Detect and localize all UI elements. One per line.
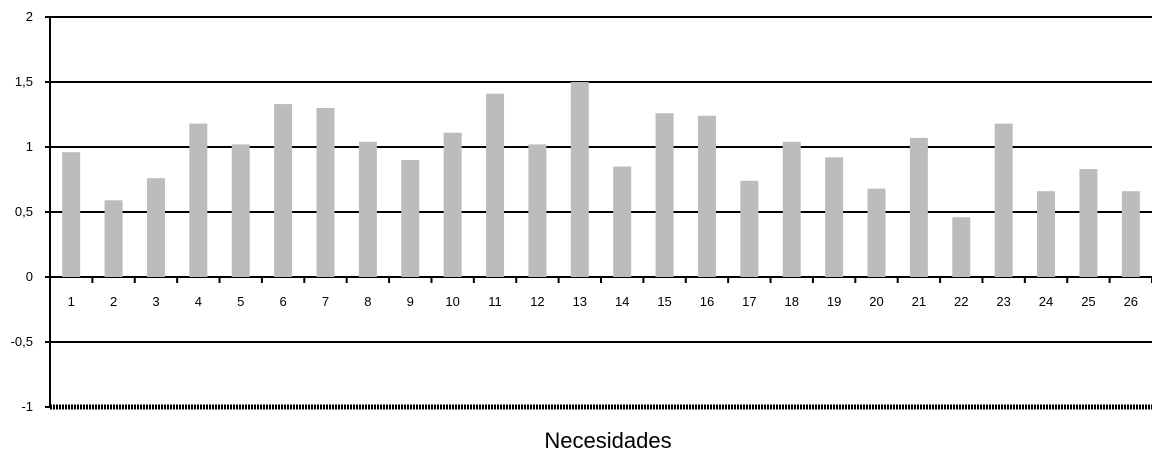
y-tick-label: 2 (26, 9, 33, 24)
x-tick-labels: 1 2 3 4 5 6 7 8 9 10 11 12 13 14 15 16 17 18 19 20 21 22 23 24 2… (68, 294, 1138, 309)
x-tick-label: 4 (195, 294, 202, 309)
y-tick-label: 1,5 (15, 74, 33, 89)
x-tick-label: 24 (1039, 294, 1053, 309)
x-tick-label: 15 (657, 294, 671, 309)
x-tick-label: 3 (152, 294, 159, 309)
bar-21 (909, 137, 928, 277)
bar-13 (570, 82, 589, 277)
y-tick-label: 1 (26, 139, 33, 154)
axes (45, 16, 1152, 408)
x-tick-label: 2 (110, 294, 117, 309)
x-tick-label: 5 (237, 294, 244, 309)
bar-23 (994, 123, 1013, 277)
x-tick-label: 18 (784, 294, 798, 309)
x-tick-label: 10 (445, 294, 459, 309)
bars (62, 82, 1140, 277)
y-tick-label: -1 (21, 399, 33, 414)
bar-20 (867, 188, 886, 277)
x-tick-label: 16 (700, 294, 714, 309)
bar-6 (274, 104, 293, 277)
bar-18 (782, 141, 801, 277)
grid-lines (50, 16, 1152, 410)
x-tick-label: 14 (615, 294, 629, 309)
x-tick-label: 7 (322, 294, 329, 309)
x-tick-label: 6 (279, 294, 286, 309)
x-tick-label: 23 (996, 294, 1010, 309)
x-axis-title: Necesidades (544, 428, 671, 450)
y-tick-label: 0 (26, 269, 33, 284)
x-tick-label: 1 (68, 294, 75, 309)
x-tick-label: 12 (530, 294, 544, 309)
bar-25 (1079, 169, 1098, 277)
bar-12 (528, 144, 547, 277)
bar-19 (825, 157, 844, 277)
x-tick-label: 13 (573, 294, 587, 309)
bar-4 (189, 123, 208, 277)
x-tick-label: 25 (1081, 294, 1095, 309)
bar-10 (443, 132, 462, 277)
bar-2 (104, 200, 123, 277)
bar-1 (62, 152, 81, 277)
bar-24 (1037, 191, 1056, 277)
bar-11 (486, 93, 505, 277)
x-tick-label: 11 (488, 294, 502, 309)
bar-9 (401, 160, 420, 277)
bar-14 (613, 166, 632, 277)
x-tick-label: 20 (869, 294, 883, 309)
bar-26 (1121, 191, 1140, 277)
x-tick-label: 26 (1124, 294, 1138, 309)
y-tick-labels: -1 -0,5 0 0,5 1 1,5 2 (11, 9, 33, 414)
bar-22 (952, 217, 971, 277)
bar-15 (655, 113, 674, 277)
bar-16 (697, 115, 716, 277)
bar-7 (316, 108, 335, 277)
x-tick-label: 9 (407, 294, 414, 309)
bar-17 (740, 180, 759, 277)
bar-8 (358, 141, 377, 277)
y-tick-label: 0,5 (15, 204, 33, 219)
bar-5 (231, 144, 250, 277)
y-tick-label: -0,5 (11, 334, 33, 349)
x-tick-label: 8 (364, 294, 371, 309)
bar-3 (146, 178, 165, 277)
x-tick-label: 19 (827, 294, 841, 309)
x-tick-label: 17 (742, 294, 756, 309)
x-tick-label: 21 (912, 294, 926, 309)
x-tick-label: 22 (954, 294, 968, 309)
